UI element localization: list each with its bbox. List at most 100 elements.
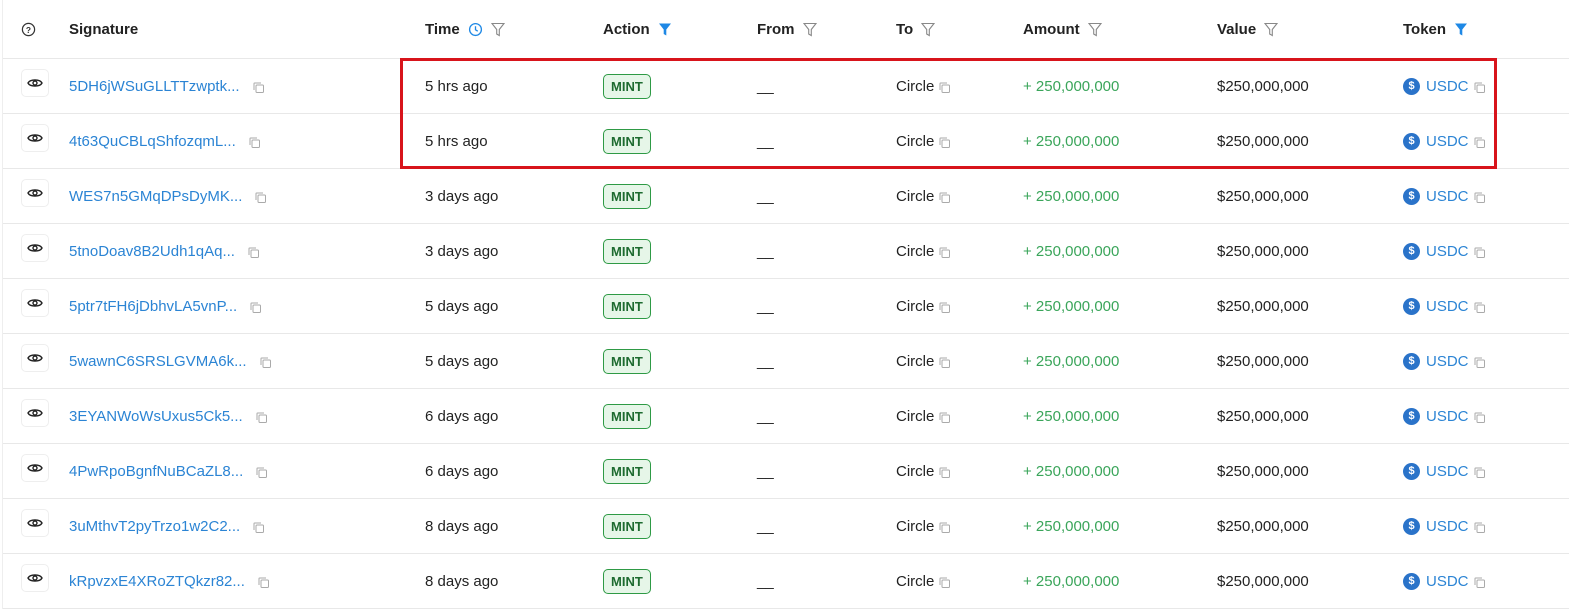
token-link[interactable]: USDC	[1426, 407, 1469, 425]
eye-icon[interactable]	[21, 289, 49, 317]
eye-icon[interactable]	[21, 454, 49, 482]
eye-icon[interactable]	[21, 344, 49, 372]
copy-icon[interactable]	[1473, 191, 1486, 204]
to-label[interactable]: Circle	[896, 517, 935, 535]
filter-icon[interactable]	[1264, 22, 1279, 37]
view-button[interactable]	[21, 114, 49, 168]
eye-icon[interactable]	[21, 564, 49, 592]
eye-icon[interactable]	[21, 124, 49, 152]
filter-icon[interactable]	[802, 22, 817, 37]
token-link[interactable]: USDC	[1426, 297, 1469, 315]
copy-icon[interactable]	[254, 191, 267, 204]
filter-icon[interactable]	[1087, 22, 1102, 37]
view-button[interactable]	[21, 444, 49, 498]
view-button[interactable]	[21, 279, 49, 333]
to-label[interactable]: Circle	[896, 572, 935, 590]
to-label[interactable]: Circle	[896, 77, 935, 95]
token-link[interactable]: USDC	[1426, 462, 1469, 480]
signature-link[interactable]: 5tnoDoav8B2Udh1qAq...	[69, 242, 235, 260]
amount-cell: + 250,000,000	[1023, 572, 1120, 590]
copy-icon[interactable]	[1473, 466, 1486, 479]
eye-icon[interactable]	[21, 399, 49, 427]
to-label[interactable]: Circle	[896, 187, 935, 205]
filter-icon[interactable]	[490, 22, 505, 37]
view-button[interactable]	[21, 59, 49, 113]
filter-active-icon[interactable]	[658, 22, 672, 37]
filter-icon[interactable]	[921, 22, 936, 37]
to-label[interactable]: Circle	[896, 462, 935, 480]
copy-icon[interactable]	[1473, 81, 1486, 94]
copy-icon[interactable]	[255, 466, 268, 479]
copy-icon[interactable]	[938, 411, 951, 424]
copy-icon[interactable]	[938, 466, 951, 479]
filter-active-icon[interactable]	[1454, 22, 1468, 37]
time-cell: 6 days ago	[425, 462, 499, 480]
copy-icon[interactable]	[248, 136, 261, 149]
copy-icon[interactable]	[938, 576, 951, 589]
table-row: WES7n5GMqDPsDyMK... 3 days ago MINT __ C…	[3, 169, 1569, 224]
eye-icon[interactable]	[21, 234, 49, 262]
token-link[interactable]: USDC	[1426, 572, 1469, 590]
copy-icon[interactable]	[257, 576, 270, 589]
view-button[interactable]	[21, 499, 49, 553]
column-label: Time	[425, 20, 460, 38]
copy-icon[interactable]	[252, 521, 265, 534]
copy-icon[interactable]	[1473, 356, 1486, 369]
copy-icon[interactable]	[938, 81, 951, 94]
signature-link[interactable]: 5wawnC6SRSLGVMA6k...	[69, 352, 247, 370]
signature-link[interactable]: 3uMthvT2pyTrzo1w2C2...	[69, 517, 241, 535]
action-badge: MINT	[603, 128, 651, 154]
copy-icon[interactable]	[1473, 576, 1486, 589]
copy-icon[interactable]	[938, 301, 951, 314]
to-label[interactable]: Circle	[896, 132, 935, 150]
eye-icon[interactable]	[21, 69, 49, 97]
copy-icon[interactable]	[252, 81, 265, 94]
eye-icon[interactable]	[21, 179, 49, 207]
copy-icon[interactable]	[938, 521, 951, 534]
token-link[interactable]: USDC	[1426, 242, 1469, 260]
token-cell: $ USDC	[1403, 554, 1486, 608]
question-circle-icon[interactable]: ?	[21, 0, 36, 58]
from-cell: __	[757, 572, 774, 590]
copy-icon[interactable]	[938, 356, 951, 369]
copy-icon[interactable]	[1473, 521, 1486, 534]
copy-icon[interactable]	[249, 301, 262, 314]
value-cell: $250,000,000	[1217, 462, 1309, 480]
signature-link[interactable]: kRpvzxE4XRoZTQkzr82...	[69, 572, 245, 590]
view-button[interactable]	[21, 334, 49, 388]
copy-icon[interactable]	[1473, 246, 1486, 259]
token-link[interactable]: USDC	[1426, 77, 1469, 95]
view-button[interactable]	[21, 224, 49, 278]
token-link[interactable]: USDC	[1426, 187, 1469, 205]
token-link[interactable]: USDC	[1426, 132, 1469, 150]
to-label[interactable]: Circle	[896, 352, 935, 370]
signature-link[interactable]: 5ptr7tFH6jDbhvLA5vnP...	[69, 297, 238, 315]
to-label[interactable]: Circle	[896, 407, 935, 425]
copy-icon[interactable]	[1473, 136, 1486, 149]
signature-link[interactable]: 5DH6jWSuGLLTTzwptk...	[69, 77, 240, 95]
copy-icon[interactable]	[1473, 301, 1486, 314]
column-signature: Signature	[69, 20, 139, 38]
to-label[interactable]: Circle	[896, 297, 935, 315]
signature-link[interactable]: 4PwRpoBgnfNuBCaZL8...	[69, 462, 244, 480]
to-label[interactable]: Circle	[896, 242, 935, 260]
copy-icon[interactable]	[1473, 411, 1486, 424]
copy-icon[interactable]	[938, 191, 951, 204]
eye-icon[interactable]	[21, 509, 49, 537]
token-link[interactable]: USDC	[1426, 517, 1469, 535]
clock-icon[interactable]	[468, 22, 483, 37]
signature-link[interactable]: 3EYANWoWsUxus5Ck5...	[69, 407, 243, 425]
signature-link[interactable]: 4t63QuCBLqShfozqmL...	[69, 132, 236, 150]
copy-icon[interactable]	[938, 136, 951, 149]
copy-icon[interactable]	[259, 356, 272, 369]
view-button[interactable]	[21, 389, 49, 443]
view-button[interactable]	[21, 554, 49, 608]
column-label: Token	[1403, 20, 1447, 38]
token-link[interactable]: USDC	[1426, 352, 1469, 370]
value-cell: $250,000,000	[1217, 297, 1309, 315]
view-button[interactable]	[21, 169, 49, 223]
copy-icon[interactable]	[247, 246, 260, 259]
copy-icon[interactable]	[938, 246, 951, 259]
copy-icon[interactable]	[255, 411, 268, 424]
signature-link[interactable]: WES7n5GMqDPsDyMK...	[69, 187, 243, 205]
